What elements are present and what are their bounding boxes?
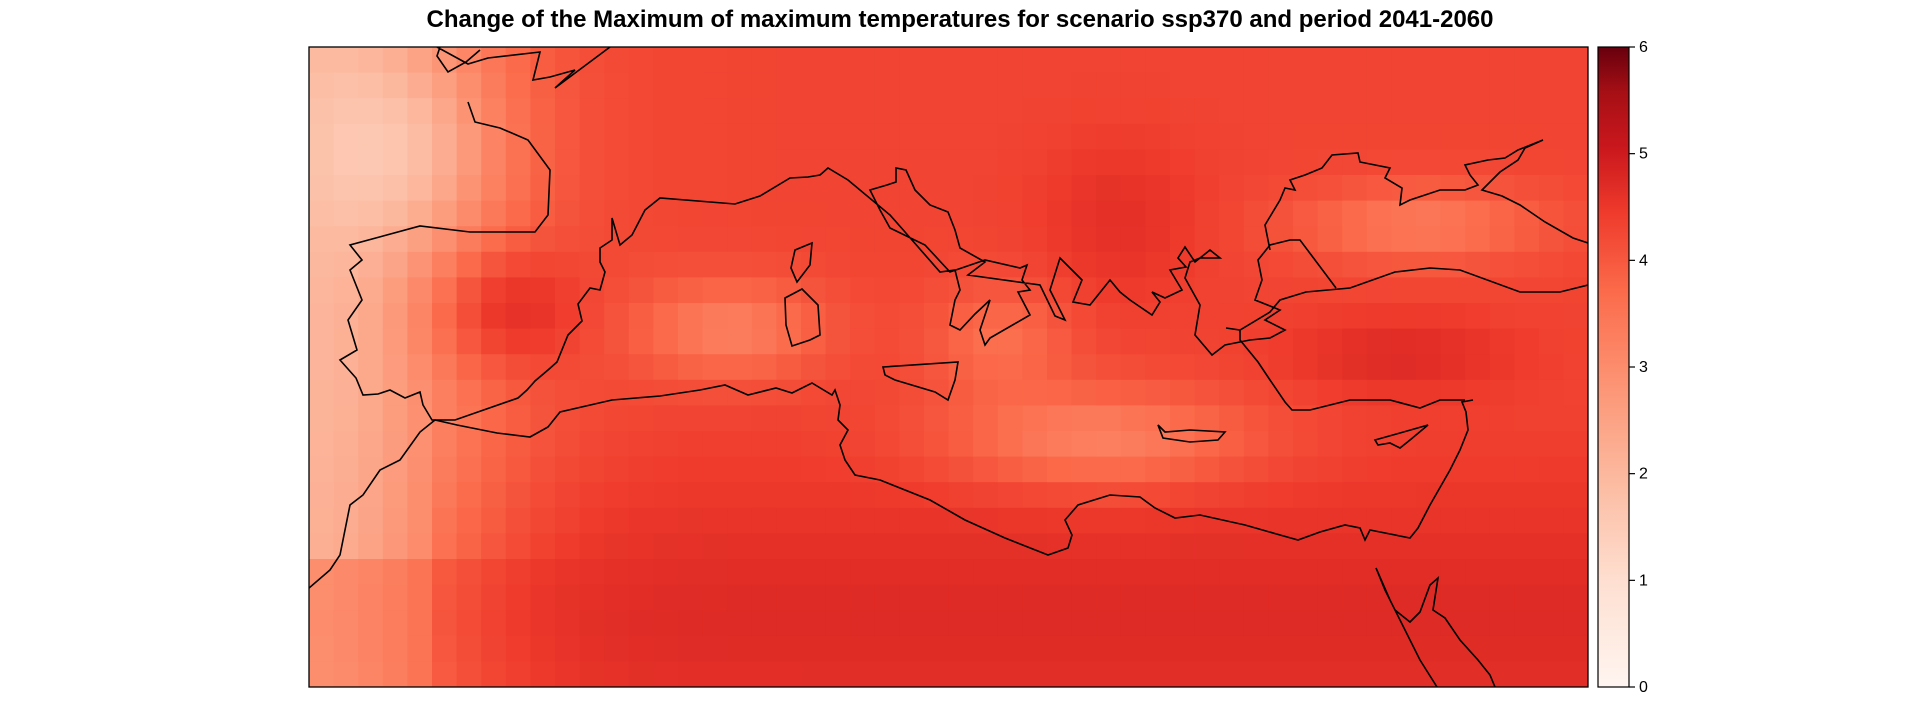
- coastline-africa: [309, 382, 1474, 589]
- coastline-anatolia: [1225, 267, 1588, 411]
- colorbar: 0 1 2 3 4 5 6: [1597, 39, 1648, 696]
- colorbar-tick-label: 3: [1639, 359, 1648, 376]
- island-crete: [1157, 424, 1227, 443]
- colorbar-tick-label: 6: [1639, 39, 1648, 56]
- island-sardinia: [784, 288, 821, 348]
- colorbar-tick-label: 0: [1639, 679, 1648, 696]
- island-cyprus: [1373, 424, 1429, 449]
- colorbar-ticks: 0 1 2 3 4 5 6: [1629, 39, 1648, 696]
- coastline-west: [338, 47, 1337, 421]
- coastline-black-sea: [1264, 139, 1588, 251]
- colorbar-tick-label: 2: [1639, 466, 1648, 483]
- colorbar-tick-label: 5: [1639, 146, 1648, 163]
- colorbar-gradient: [1597, 46, 1630, 688]
- temperature-change-field: [309, 47, 1588, 687]
- colorbar-tick-label: 4: [1639, 252, 1648, 269]
- colorbar-tick-label: 1: [1639, 572, 1648, 589]
- island-corsica: [790, 241, 813, 284]
- coastline-red-sea: [1375, 567, 1496, 687]
- coastlines: [309, 47, 1588, 687]
- island-sicily: [881, 361, 959, 402]
- chart-title: Change of the Maximum of maximum tempera…: [426, 6, 1494, 33]
- map-frame: [308, 46, 1589, 688]
